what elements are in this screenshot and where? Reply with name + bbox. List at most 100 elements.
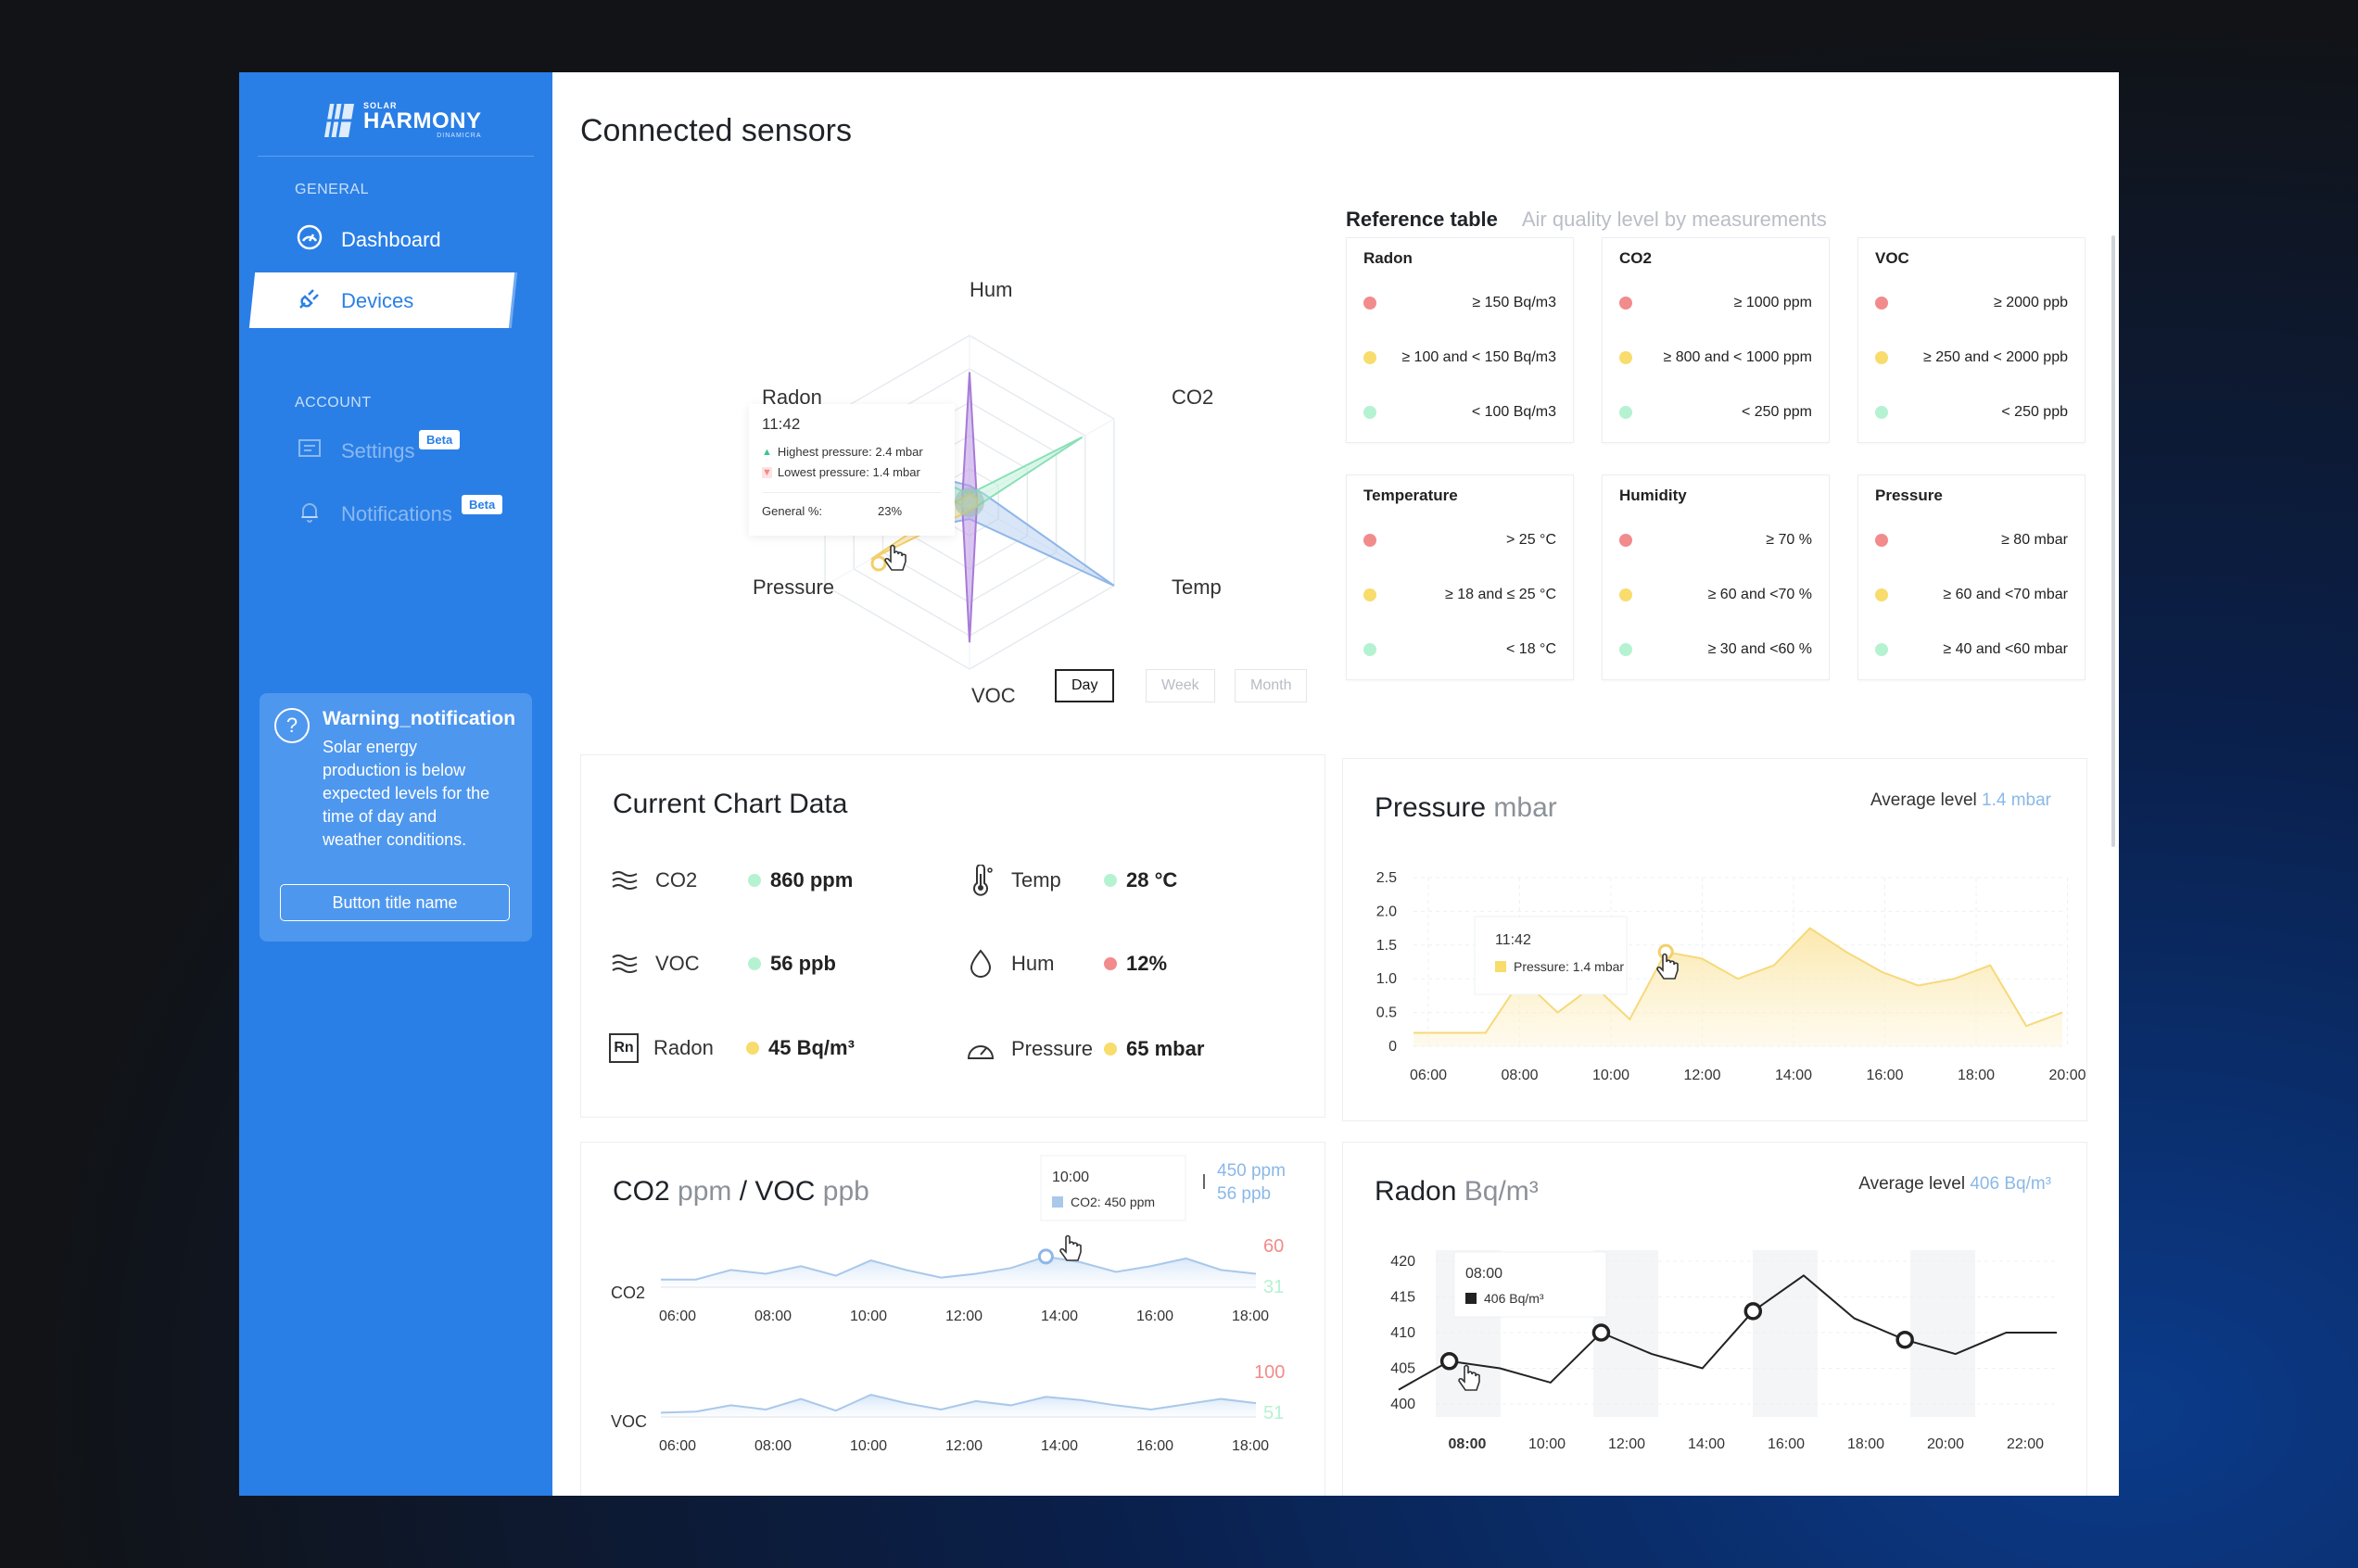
pointer-cursor-icon <box>1656 953 1679 980</box>
reference-range: > 25 °C <box>1506 531 1556 548</box>
radon-marker <box>1439 1352 1459 1371</box>
reference-range: ≥ 60 and <70 % <box>1707 586 1812 602</box>
beta-badge: Beta <box>462 495 503 514</box>
x-tick-label: 10:00 <box>1592 1068 1629 1083</box>
current-title: Current Chart Data <box>613 789 848 819</box>
arrow-down-icon: ▼ <box>762 466 772 478</box>
x-tick-label: 16:00 <box>1768 1436 1805 1452</box>
radon-marker <box>1591 1323 1611 1342</box>
y-tick-label: 400 <box>1390 1397 1415 1412</box>
brand-logo[interactable]: SOLAR HARMONY DINAMICRA <box>323 96 482 145</box>
status-dot <box>1619 588 1632 601</box>
reference-row: ≥ 150 Bq/m3 <box>1363 275 1556 330</box>
current-item-temp: Temp 28 °C <box>965 865 1177 896</box>
radon-element-icon: Rn <box>609 1033 639 1063</box>
x-tick-label: 10:00 <box>850 1309 887 1324</box>
waves-icon <box>609 948 640 980</box>
tooltip-text: CO2: 450 ppm <box>1071 1195 1155 1209</box>
status-dot <box>1363 588 1376 601</box>
radar-label-temp: Temp <box>1172 575 1222 599</box>
co2-max: 60 <box>1263 1236 1284 1257</box>
current-value: 65 mbar <box>1126 1037 1205 1060</box>
x-tick-label: 22:00 <box>2007 1436 2044 1452</box>
reference-row: > 25 °C <box>1363 512 1556 567</box>
brand-name: HARMONY <box>363 108 482 133</box>
plug-icon <box>295 284 324 319</box>
radar-label-voc: VOC <box>971 684 1016 707</box>
radar-spoke <box>969 418 1115 503</box>
current-item-co2: CO2 860 ppm <box>609 865 853 896</box>
reference-card-title: Radon <box>1363 249 1413 267</box>
sidebar-item-notifications[interactable]: Notifications <box>295 497 452 532</box>
reference-card-title: Temperature <box>1363 487 1458 504</box>
reference-range: ≥ 2000 ppb <box>1994 294 2068 310</box>
tooltip-time: 11:42 <box>1495 932 1531 948</box>
pressure-tooltip: 11:42 Pressure: 1.4 mbar <box>1474 916 1628 995</box>
current-item-hum: Hum 12% <box>965 948 1167 980</box>
section-account: ACCOUNT <box>295 395 372 411</box>
reference-row: ≥ 60 and <70 % <box>1619 567 1812 622</box>
reference-row: ≥ 800 and < 1000 ppm <box>1619 330 1812 385</box>
reference-range: ≥ 70 % <box>1766 531 1812 548</box>
scrollbar[interactable] <box>2111 235 2115 847</box>
reference-header: Reference table Air quality level by meas… <box>1346 208 1827 232</box>
reference-row: ≥ 100 and < 150 Bq/m3 <box>1363 330 1556 385</box>
time-band <box>1753 1250 1818 1417</box>
status-dot <box>1875 588 1888 601</box>
x-tick-label: 16:00 <box>1136 1309 1173 1324</box>
x-tick-label: 14:00 <box>1688 1436 1725 1452</box>
help-icon: ? <box>274 708 310 743</box>
drop-icon <box>965 948 996 980</box>
current-name: VOC <box>655 952 700 975</box>
co2-voc-title: CO2 ppm / VOC ppb <box>613 1176 869 1207</box>
sidebar-item-settings[interactable]: Settings <box>295 434 415 469</box>
current-value: 56 ppb <box>770 952 836 975</box>
y-tick-label: 410 <box>1390 1325 1415 1341</box>
page-title: Connected sensors <box>580 113 852 148</box>
pointer-cursor-icon <box>882 543 910 579</box>
thermometer-icon <box>965 865 996 896</box>
range-week-button[interactable]: Week <box>1146 669 1215 702</box>
area-fill <box>661 1256 1256 1287</box>
x-tick-label: 12:00 <box>945 1309 982 1324</box>
radon-panel: Radon Bq/m³ Average level 406 Bq/m³ 400 4… <box>1342 1142 2087 1496</box>
range-day-button[interactable]: Day <box>1055 669 1115 702</box>
co2-voc-panel: CO2 ppm / VOC ppb 450 ppm 56 ppb 06:00 08:… <box>580 1142 1325 1496</box>
current-name: Hum <box>1011 952 1055 975</box>
reference-row: ≥ 60 and <70 mbar <box>1875 567 2068 622</box>
reference-row: ≥ 2000 ppb <box>1875 275 2068 330</box>
current-chart-data-panel: Current Chart Data CO2 860 ppm Temp 28 °… <box>580 754 1325 1118</box>
range-month-button[interactable]: Month <box>1235 669 1308 702</box>
tooltip-time: 08:00 <box>1465 1266 1502 1282</box>
reference-card-title: VOC <box>1875 249 1909 267</box>
sidebar-item-devices[interactable]: Devices <box>295 284 413 319</box>
reference-range: < 18 °C <box>1506 640 1556 657</box>
reference-row: ≥ 30 and <60 % <box>1619 622 1812 677</box>
status-dot <box>748 874 761 887</box>
sidebar-item-label: Settings <box>341 439 415 462</box>
status-dot <box>1619 296 1632 310</box>
status-dot <box>1619 350 1632 364</box>
co2-voc-chart-svg: 06:00 08:00 10:00 12:00 14:00 16:00 18:00 06:0… <box>611 1155 1285 1454</box>
status-dot <box>1875 533 1888 547</box>
x-tick-label: 18:00 <box>1232 1309 1269 1324</box>
status-dot <box>1363 350 1376 364</box>
x-tick-label: 16:00 <box>1866 1068 1903 1083</box>
voc-row-label: VOC <box>611 1412 647 1431</box>
status-dot <box>746 1042 759 1055</box>
sidebar-item-dashboard[interactable]: Dashboard <box>295 222 441 258</box>
pressure-panel: Pressure mbar Average level 1.4 mbar 0 0.… <box>1342 758 2087 1121</box>
reference-subtitle: Air quality level by measurements <box>1521 208 1827 231</box>
x-tick-label: 18:00 <box>1232 1438 1269 1454</box>
x-tick-label: 06:00 <box>659 1438 696 1454</box>
tooltip-swatch <box>1052 1196 1063 1208</box>
warning-notification-card: ? Warning_notification Solar energy prod… <box>260 693 532 942</box>
current-value: 860 ppm <box>770 868 854 891</box>
app-window: SOLAR HARMONY DINAMICRA GENERAL Dashboar… <box>239 72 2119 1496</box>
current-value: 12% <box>1126 952 1168 975</box>
sidebar-item-label: Dashboard <box>341 228 441 251</box>
status-dot <box>1104 957 1117 970</box>
warning-action-button[interactable]: Button title name <box>280 884 510 921</box>
voc-min: 51 <box>1263 1403 1284 1423</box>
tooltip-text: Pressure: 1.4 mbar <box>1514 959 1624 974</box>
